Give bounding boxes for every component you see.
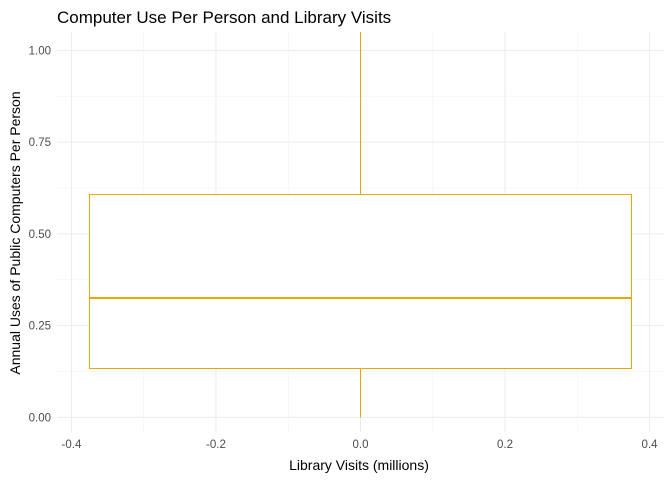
y-tick-label: 0.25	[29, 321, 51, 333]
x-tick-labels: -0.4 -0.2 0.0 0.2 0.4	[62, 439, 659, 451]
y-tick-labels: 0.00 0.25 0.50 0.75 1.00	[29, 45, 51, 424]
box-layer	[89, 32, 632, 418]
x-tick-label: -0.4	[62, 439, 82, 451]
y-tick-label: 1.00	[29, 45, 51, 57]
x-tick-label: 0.0	[353, 439, 369, 451]
y-axis-title: Annual Uses of Public Computers Per Pers…	[7, 91, 23, 374]
chart-title: Computer Use Per Person and Library Visi…	[57, 8, 391, 27]
iqr-box	[89, 194, 632, 370]
x-tick-label: -0.2	[206, 439, 226, 451]
y-tick-label: 0.00	[29, 412, 51, 424]
y-tick-label: 0.75	[29, 137, 51, 149]
y-tick-label: 0.50	[29, 229, 51, 241]
x-tick-label: 0.2	[497, 439, 513, 451]
x-axis-title: Library Visits (millions)	[289, 457, 429, 473]
x-tick-label: 0.4	[642, 439, 659, 451]
